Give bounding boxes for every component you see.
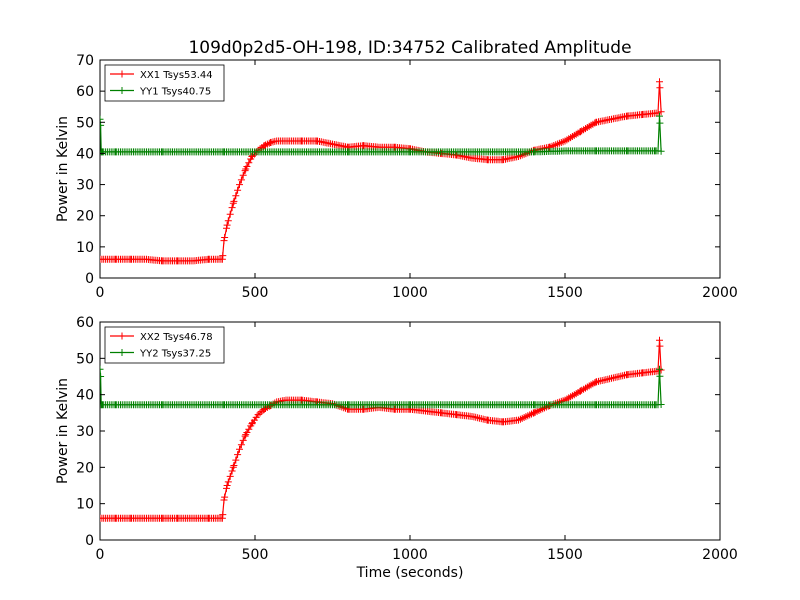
y-tick-label: 60	[76, 315, 94, 331]
series-layer	[100, 336, 665, 522]
series-markers	[100, 365, 665, 409]
y-tick-label: 40	[76, 146, 94, 162]
legend-label: YY2 Tsys37.25	[139, 349, 211, 360]
y-tick-label: 40	[76, 388, 94, 404]
y-tick-label: 70	[76, 53, 94, 69]
legend-box	[104, 64, 225, 102]
y-tick-label: 50	[76, 115, 94, 131]
x-tick-label: 1000	[392, 547, 428, 563]
legend: XX1 Tsys53.44 YY1 Tsys40.75	[104, 64, 225, 102]
x-tick-label: 2000	[702, 285, 738, 301]
bottom-panel: 0 500 1000 1500 2000 0 10 20 30 40 50 60 Power in Ke…	[55, 315, 738, 581]
y-tick-label: 0	[85, 271, 94, 287]
series-yy	[100, 112, 665, 156]
series-layer	[100, 78, 665, 265]
y-tick-label: 60	[76, 84, 94, 100]
x-axis-label: Time (seconds)	[356, 565, 464, 581]
legend-entry: YY2 Tsys37.25	[110, 349, 211, 360]
x-tick-label: 1000	[392, 285, 428, 301]
legend-marker	[118, 349, 126, 356]
legend-box	[104, 326, 225, 364]
y-tick-label: 10	[76, 240, 94, 256]
y-tick-label: 20	[76, 209, 94, 225]
y-tick-label: 50	[76, 351, 94, 367]
y-tick-label: 30	[76, 424, 94, 440]
legend-label: XX1 Tsys53.44	[140, 70, 213, 81]
legend-entry: YY1 Tsys40.75	[110, 87, 211, 98]
legend-marker	[118, 332, 126, 340]
legend-entry: XX2 Tsys46.78	[110, 332, 213, 343]
x-tick-label: 1500	[547, 547, 583, 563]
y-tick-label: 0	[85, 533, 94, 549]
legend-label: YY1 Tsys40.75	[139, 87, 211, 98]
x-tick-label: 1500	[547, 285, 583, 301]
x-tick-label: 0	[96, 547, 105, 563]
chart-title: 109d0p2d5-OH-198, ID:34752 Calibrated Am…	[188, 38, 631, 58]
x-tick-label: 2000	[702, 547, 738, 563]
x-tick-label: 500	[242, 285, 269, 301]
series-yy	[100, 365, 665, 409]
legend-label: XX2 Tsys46.78	[140, 332, 213, 343]
y-axis-label: Power in Kelvin	[55, 116, 71, 222]
y-axis-label: Power in Kelvin	[55, 378, 71, 484]
legend-entry: XX1 Tsys53.44	[110, 70, 213, 81]
y-tick-label: 20	[76, 460, 94, 476]
x-tick-label: 0	[96, 285, 105, 301]
x-tick-label: 500	[242, 547, 269, 563]
y-tick-label: 30	[76, 178, 94, 194]
legend: XX2 Tsys46.78 YY2 Tsys37.25	[104, 326, 225, 364]
series-markers	[100, 112, 665, 156]
legend-marker	[118, 87, 126, 94]
top-panel: 0 500 1000 1500 2000 0 10 20 30 40 50 60 70 Power in …	[55, 53, 738, 301]
legend-marker	[118, 70, 126, 78]
y-tick-label: 10	[76, 497, 94, 513]
